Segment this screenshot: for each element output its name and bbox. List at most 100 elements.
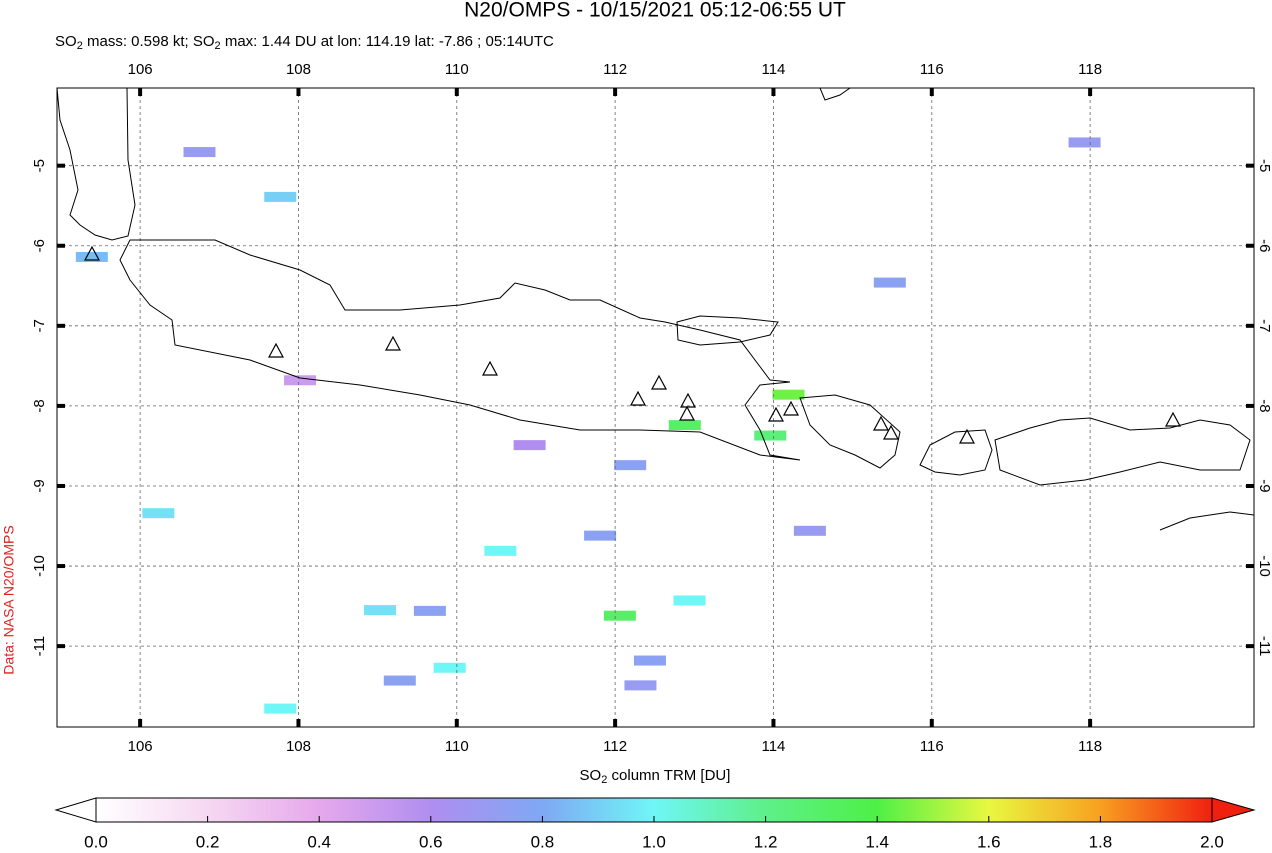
volcanoes — [84, 246, 1181, 444]
colorbar-tick-label: 1.4 — [865, 832, 889, 851]
pixels — [75, 137, 1101, 714]
so2-pixel — [772, 389, 805, 400]
so2-pixel — [364, 605, 396, 616]
subtitle-part: mass: 0.598 kt; SO — [83, 33, 215, 50]
coast-lombok — [919, 429, 993, 476]
x-tick-label: 112 — [603, 61, 627, 78]
colorbar-tick-label: 1.0 — [642, 832, 666, 851]
x-tick-label: 106 — [128, 61, 153, 78]
volcano — [768, 407, 784, 422]
x-tick-label: 114 — [761, 61, 785, 78]
volcano — [385, 336, 401, 351]
so2-pixel — [1068, 137, 1101, 148]
y-tick-label: -10 — [1256, 555, 1272, 577]
coast-madura — [676, 315, 779, 346]
subtitle-sub: 2 — [215, 40, 221, 52]
subtitle-part: max: 1.44 DU at lon: 114.19 lat: -7.86 ;… — [221, 33, 554, 50]
so2-pixel — [793, 525, 826, 536]
coastlines — [57, 88, 1254, 531]
x-tick-label: 116 — [920, 738, 944, 755]
colorbar-under — [54, 797, 97, 823]
so2-pixel — [284, 375, 317, 386]
axes: 106 106 108 108 110 110 112 112 114 114 116 116 118 1… — [31, 61, 1272, 755]
map-area — [57, 88, 1254, 727]
so2-pixel — [673, 595, 706, 606]
label-part: column TRM [DU] — [607, 767, 730, 784]
y-tick-label: -9 — [31, 479, 48, 492]
so2-pixel — [513, 440, 546, 451]
title: N20/OMPS - 10/15/2021 05:12-06:55 UT — [464, 0, 846, 22]
colorbar-tick-label: 0.8 — [531, 832, 555, 851]
so2-pixel — [633, 655, 666, 666]
credit: Data: NASA N20/OMPS — [1, 525, 17, 674]
colorbar-label: SO2 column TRM [DU] — [580, 767, 731, 786]
coast-sumbawa — [994, 417, 1251, 486]
colorbar-ticks: 0.0 0.2 0.4 0.6 0.8 1.0 1.2 1.4 1.6 1.8 2.0 — [84, 816, 1224, 851]
so2-pixel — [584, 530, 617, 541]
x-tick-label: 106 — [128, 738, 153, 755]
x-tick-label: 116 — [920, 61, 944, 78]
coast-bali — [799, 394, 901, 469]
y-tick-label: -7 — [1256, 319, 1272, 332]
colorbar-tick-label: 1.6 — [977, 832, 1001, 851]
colorbar-tick-label: 2.0 — [1200, 832, 1224, 851]
x-tick-label: 108 — [286, 61, 311, 78]
x-tick-label: 112 — [603, 738, 627, 755]
so2-pixel — [183, 147, 216, 158]
volcano — [651, 375, 667, 390]
so2-pixel — [614, 460, 647, 471]
y-tick-label: -10 — [31, 555, 48, 577]
coast-sumba — [1159, 511, 1254, 531]
x-tick-label: 118 — [1078, 738, 1102, 755]
x-tick-label: 108 — [286, 738, 311, 755]
x-tick-label: 118 — [1078, 61, 1102, 78]
x-tick-label: 110 — [445, 738, 469, 755]
so2-pixel — [142, 508, 175, 519]
coast-java — [119, 239, 801, 461]
colorbar-tick-label: 0.4 — [307, 832, 331, 851]
so2-pixel — [624, 680, 657, 691]
colorbar-tick-label: 1.8 — [1089, 832, 1113, 851]
y-tick-label: -8 — [1256, 399, 1272, 412]
label-sub: 2 — [601, 774, 607, 786]
coast-kalimantan — [819, 88, 851, 101]
volcano — [482, 361, 498, 376]
so2-pixel — [433, 662, 466, 673]
x-tick-label: 114 — [761, 738, 785, 755]
y-tick-label: -6 — [1256, 239, 1272, 252]
subtitle-part: SO — [55, 33, 77, 50]
coast-sumatra — [57, 88, 136, 241]
volcano — [783, 401, 799, 416]
y-tick-label: -11 — [31, 636, 48, 657]
colorbar-tick-label: 0.0 — [84, 832, 108, 851]
colorbar-tick-label: 1.2 — [754, 832, 778, 851]
so2-pixel — [668, 420, 701, 431]
subtitle: SO2 mass: 0.598 kt; SO2 max: 1.44 DU at … — [55, 33, 554, 52]
y-tick-label: -8 — [31, 399, 48, 412]
so2-pixel — [603, 610, 636, 621]
volcano — [630, 391, 646, 406]
volcano — [680, 393, 696, 408]
y-tick-label: -7 — [31, 319, 48, 332]
y-tick-label: -11 — [1256, 636, 1272, 657]
so2-pixel — [754, 430, 787, 441]
so2-pixel — [484, 545, 517, 556]
colorbar-tick-label: 0.2 — [196, 832, 220, 851]
volcano — [1165, 412, 1181, 427]
colorbar-tick-label: 0.6 — [419, 832, 443, 851]
y-tick-label: -5 — [31, 159, 48, 172]
map-frame — [56, 87, 1255, 728]
label-part: SO — [580, 767, 602, 784]
volcano — [679, 406, 695, 421]
subtitle-sub: 2 — [77, 40, 83, 52]
y-tick-label: -5 — [1256, 159, 1272, 172]
volcano — [268, 343, 284, 358]
so2-pixel — [873, 277, 906, 288]
so2-pixel — [75, 251, 108, 262]
y-tick-label: -6 — [31, 239, 48, 252]
so2-pixel — [383, 675, 416, 686]
x-tick-label: 110 — [445, 61, 469, 78]
colorbar-over — [1211, 797, 1256, 823]
so2-pixel — [264, 191, 297, 202]
